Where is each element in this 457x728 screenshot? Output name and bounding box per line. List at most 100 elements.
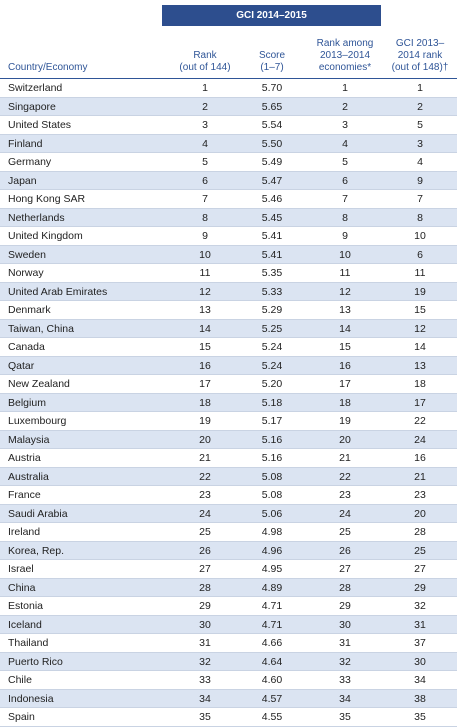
value-cell: 5.20: [261, 378, 283, 390]
table-row: Taiwan, China 14 5.25 14 12: [0, 319, 457, 338]
header-line: (out of 144): [179, 62, 231, 73]
value-cell: 18: [199, 396, 211, 409]
value-cell: 5.29: [261, 304, 283, 316]
value-cell: 4.66: [261, 637, 283, 649]
value-cell: 4.57: [261, 692, 283, 705]
value-cell: 27: [414, 563, 426, 575]
value-cell: 38: [414, 692, 426, 705]
value-cell: 14: [339, 322, 351, 335]
value-cell: 32: [199, 655, 211, 668]
table-row: Norway 11 5.35 11 11: [0, 264, 457, 283]
country-cell: Belgium: [8, 396, 46, 409]
value-cell: 17: [414, 396, 426, 409]
country-cell: Qatar: [8, 359, 35, 372]
value-cell: 5.50: [261, 137, 283, 150]
value-cell: 34: [414, 674, 426, 686]
value-cell: 8: [417, 211, 423, 224]
value-cell: 22: [199, 470, 211, 483]
value-cell: 5.16: [261, 452, 283, 464]
value-cell: 20: [199, 433, 211, 446]
value-cell: 5.46: [261, 193, 283, 205]
value-cell: 14: [414, 341, 426, 353]
value-cell: 2: [342, 100, 348, 113]
table-row: Germany 5 5.49 5 4: [0, 153, 457, 172]
value-cell: 27: [339, 563, 351, 575]
value-cell: 31: [414, 618, 426, 631]
value-cell: 21: [199, 452, 211, 464]
value-cell: 5.18: [261, 396, 283, 409]
table-row: New Zealand 17 5.20 17 18: [0, 375, 457, 394]
value-cell: 13: [339, 304, 351, 316]
country-cell: United States: [8, 119, 72, 131]
value-cell: 5.41: [261, 248, 283, 261]
value-cell: 25: [199, 526, 211, 538]
value-cell: 29: [339, 600, 351, 612]
value-cell: 10: [414, 230, 426, 242]
table-row: Thailand 31 4.66 31 37: [0, 634, 457, 653]
table-row: Hong Kong SAR 7 5.46 7 7: [0, 190, 457, 209]
value-cell: 16: [339, 359, 351, 372]
header-line: (out of 148)†: [391, 62, 449, 73]
header-line: (1–7): [260, 62, 284, 73]
value-cell: 12: [339, 285, 351, 298]
table-row: Canada 15 5.24 15 14: [0, 338, 457, 357]
country-cell: Spain: [8, 711, 35, 723]
value-cell: 31: [339, 637, 351, 649]
value-cell: 32: [414, 600, 426, 612]
value-cell: 16: [414, 452, 426, 464]
header-line: Rank: [193, 50, 217, 61]
value-cell: 4.96: [261, 544, 283, 557]
value-cell: 5.24: [261, 359, 283, 372]
header-line: GCI 2013–: [395, 38, 445, 49]
country-cell: Denmark: [8, 304, 51, 316]
group-header: GCI 2014–2015: [162, 5, 381, 26]
table-row: Austria 21 5.16 21 16: [0, 449, 457, 468]
value-cell: 34: [339, 692, 351, 705]
country-cell: Thailand: [8, 637, 49, 649]
table-row: Puerto Rico 32 4.64 32 30: [0, 652, 457, 671]
value-cell: 33: [199, 674, 211, 686]
value-cell: 5: [342, 156, 348, 168]
header-line: Score: [258, 50, 286, 61]
table-row: Indonesia 34 4.57 34 38: [0, 689, 457, 708]
value-cell: 5.70: [261, 82, 283, 94]
value-cell: 35: [414, 711, 426, 723]
value-cell: 12: [414, 322, 426, 335]
value-cell: 6: [202, 174, 208, 187]
value-cell: 4.95: [261, 563, 283, 575]
country-cell: Iceland: [8, 618, 42, 631]
value-cell: 2: [202, 100, 208, 113]
value-cell: 22: [414, 415, 426, 427]
value-cell: 12: [199, 285, 211, 298]
value-cell: 19: [199, 415, 211, 427]
country-cell: Malaysia: [8, 433, 50, 446]
table-row: Singapore 2 5.65 2 2: [0, 97, 457, 116]
country-cell: Germany: [8, 156, 52, 168]
country-cell: Estonia: [8, 600, 44, 612]
value-cell: 22: [339, 470, 351, 483]
header-line: Country/Economy: [8, 62, 88, 73]
value-cell: 21: [414, 470, 426, 483]
table-row: Denmark 13 5.29 13 15: [0, 301, 457, 320]
value-cell: 6: [342, 174, 348, 187]
value-cell: 27: [199, 563, 211, 575]
value-cell: 24: [199, 507, 211, 520]
header-line: Rank among: [316, 38, 374, 49]
country-cell: Austria: [8, 452, 41, 464]
value-cell: 18: [339, 396, 351, 409]
country-cell: Netherlands: [8, 211, 65, 224]
value-cell: 23: [339, 489, 351, 501]
value-cell: 15: [199, 341, 211, 353]
value-cell: 5.65: [261, 100, 283, 113]
country-cell: United Kingdom: [8, 230, 83, 242]
value-cell: 30: [199, 618, 211, 631]
value-cell: 1: [342, 82, 348, 94]
value-cell: 23: [199, 489, 211, 501]
value-cell: 17: [339, 378, 351, 390]
country-cell: Japan: [8, 174, 37, 187]
value-cell: 1: [202, 82, 208, 94]
value-cell: 25: [414, 544, 426, 557]
value-cell: 9: [202, 230, 208, 242]
value-cell: 5.08: [261, 470, 283, 483]
country-cell: Sweden: [8, 248, 46, 261]
